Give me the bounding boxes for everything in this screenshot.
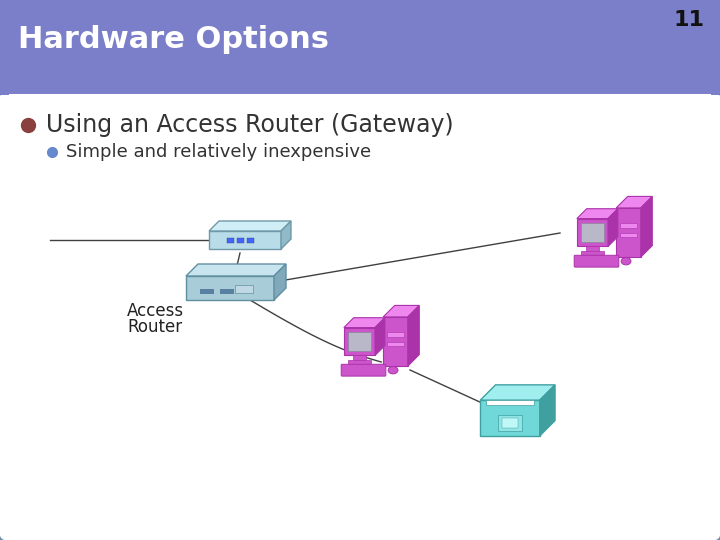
Polygon shape (608, 209, 618, 246)
Polygon shape (344, 328, 375, 355)
Polygon shape (186, 276, 274, 300)
Polygon shape (408, 306, 419, 366)
Polygon shape (281, 221, 291, 249)
Bar (227, 238, 234, 243)
Bar (581, 222, 604, 242)
Polygon shape (186, 264, 286, 276)
Polygon shape (274, 264, 286, 300)
Bar (586, 246, 599, 253)
Text: Router: Router (127, 318, 183, 336)
Bar (348, 332, 371, 352)
Bar (620, 222, 636, 227)
Polygon shape (480, 385, 555, 400)
Text: Access: Access (127, 302, 184, 320)
Bar (247, 238, 254, 243)
Polygon shape (209, 231, 281, 249)
Polygon shape (616, 197, 652, 208)
Text: 11: 11 (674, 10, 705, 30)
Bar (220, 289, 234, 294)
Bar (353, 355, 366, 362)
Bar (498, 415, 522, 431)
FancyBboxPatch shape (575, 255, 619, 267)
Bar (387, 332, 404, 336)
Bar (235, 285, 253, 293)
Text: Simple and relatively inexpensive: Simple and relatively inexpensive (66, 143, 371, 161)
Bar (486, 400, 534, 405)
Bar (200, 289, 214, 294)
Polygon shape (344, 318, 384, 328)
FancyBboxPatch shape (341, 364, 386, 376)
Polygon shape (480, 400, 540, 436)
Polygon shape (616, 208, 641, 257)
Bar (502, 418, 518, 428)
Polygon shape (375, 318, 384, 355)
Polygon shape (577, 209, 618, 219)
Bar (620, 233, 636, 238)
Polygon shape (577, 219, 608, 246)
FancyBboxPatch shape (0, 90, 720, 540)
Polygon shape (641, 197, 652, 257)
Text: Hardware Options: Hardware Options (18, 25, 329, 55)
Bar (237, 238, 244, 243)
Bar (581, 251, 604, 255)
Polygon shape (209, 221, 291, 231)
Ellipse shape (621, 258, 631, 265)
FancyBboxPatch shape (0, 0, 720, 95)
Text: Using an Access Router (Gateway): Using an Access Router (Gateway) (46, 113, 454, 137)
Polygon shape (383, 306, 419, 317)
Ellipse shape (388, 367, 398, 374)
Polygon shape (540, 385, 555, 436)
Bar (348, 360, 371, 363)
Polygon shape (383, 317, 408, 366)
Bar (387, 341, 404, 347)
